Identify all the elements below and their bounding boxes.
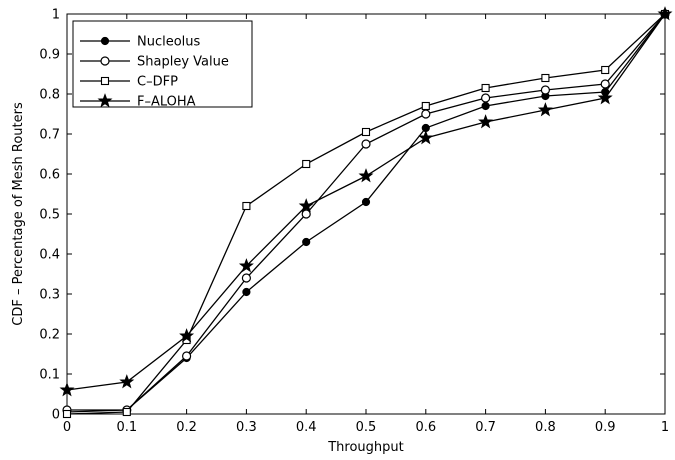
x-tick-label: 0.8	[535, 420, 556, 435]
x-tick-label: 0.3	[236, 420, 257, 435]
data-point-f-aloha	[597, 90, 613, 105]
y-tick-label: 0.2	[39, 328, 60, 343]
y-tick-label: 0.5	[39, 208, 60, 223]
x-tick-label: 0.6	[415, 420, 436, 435]
data-point-nucleolus	[481, 101, 490, 111]
data-point-f-aloha	[358, 168, 374, 183]
data-point-c-dfp	[481, 83, 490, 93]
x-tick-label: 0.5	[356, 420, 377, 435]
data-point-f-aloha	[657, 6, 673, 21]
data-point-c-dfp	[302, 159, 311, 169]
x-tick-label: 0.7	[475, 420, 496, 435]
legend-item-shapley-value: Shapley Value	[80, 55, 229, 70]
y-tick-label: 0.3	[39, 288, 60, 303]
legend-marker	[100, 76, 110, 86]
x-axis-ticks: 0 0.1 0.2 0.3 0.4 0.5 0.6 0.7 0.8 0.9 1	[63, 14, 669, 435]
data-point-f-aloha	[119, 374, 135, 389]
y-tick-label: 0.1	[39, 368, 60, 383]
legend-label: Nucleolus	[137, 35, 201, 50]
data-point-shapley-value	[182, 351, 192, 361]
series-f-aloha	[59, 6, 673, 397]
data-point-shapley-value	[481, 93, 491, 103]
legend-item-c-dfp: C–DFP	[80, 75, 178, 90]
data-point-shapley-value	[241, 273, 251, 283]
y-tick-label: 0.9	[39, 48, 60, 63]
data-point-c-dfp	[62, 409, 72, 419]
data-point-f-aloha	[179, 328, 195, 343]
data-point-f-aloha	[238, 258, 254, 273]
legend-item-f-aloha: F–ALOHA	[80, 93, 196, 110]
x-tick-label: 0	[63, 420, 71, 435]
x-tick-label: 0.1	[116, 420, 137, 435]
data-point-shapley-value	[361, 139, 371, 149]
y-axis-title: CDF – Percentage of Mesh Routers	[11, 102, 26, 326]
legend-marker	[100, 36, 110, 46]
data-point-c-dfp	[541, 73, 550, 83]
legend: Nucleolus Shapley Value C–DFP F–ALOHA	[72, 20, 253, 110]
data-point-f-aloha	[298, 198, 314, 213]
y-tick-label: 0.6	[39, 168, 60, 183]
legend-marker	[97, 93, 113, 108]
legend-label: F–ALOHA	[137, 95, 196, 110]
data-point-shapley-value	[421, 109, 431, 119]
data-point-c-dfp	[361, 127, 371, 137]
data-point-nucleolus	[361, 197, 371, 207]
legend-item-nucleolus: Nucleolus	[80, 35, 201, 50]
legend-marker	[100, 56, 110, 66]
y-axis-ticks: 0 0.1 0.2 0.3 0.4 0.5 0.6 0.7 0.8 0.9 1	[39, 8, 665, 423]
data-point-f-aloha	[59, 382, 75, 397]
data-point-f-aloha	[478, 114, 494, 129]
x-tick-label: 0.2	[176, 420, 197, 435]
x-tick-label: 0.9	[595, 420, 616, 435]
data-point-shapley-value	[540, 85, 551, 95]
y-tick-label: 0.8	[39, 88, 60, 103]
data-point-shapley-value	[600, 79, 610, 89]
data-point-f-aloha	[537, 102, 553, 117]
y-tick-label: 1	[52, 8, 60, 23]
x-tick-label: 0.4	[296, 420, 317, 435]
data-point-c-dfp	[421, 101, 430, 111]
data-point-c-dfp	[122, 407, 131, 417]
data-point-nucleolus	[302, 237, 311, 247]
x-tick-label: 1	[661, 420, 669, 435]
x-axis-title: Throughput	[327, 440, 404, 455]
legend-label: Shapley Value	[137, 55, 229, 70]
legend-label: C–DFP	[137, 75, 178, 90]
y-tick-label: 0.4	[39, 248, 60, 263]
data-point-nucleolus	[242, 287, 251, 297]
data-point-c-dfp	[242, 201, 251, 211]
data-point-f-aloha	[418, 130, 434, 145]
y-tick-label: 0	[52, 408, 60, 423]
y-tick-label: 0.7	[39, 128, 60, 143]
series-layer	[59, 6, 673, 419]
data-point-c-dfp	[601, 65, 610, 75]
data-point-shapley-value	[301, 209, 311, 219]
